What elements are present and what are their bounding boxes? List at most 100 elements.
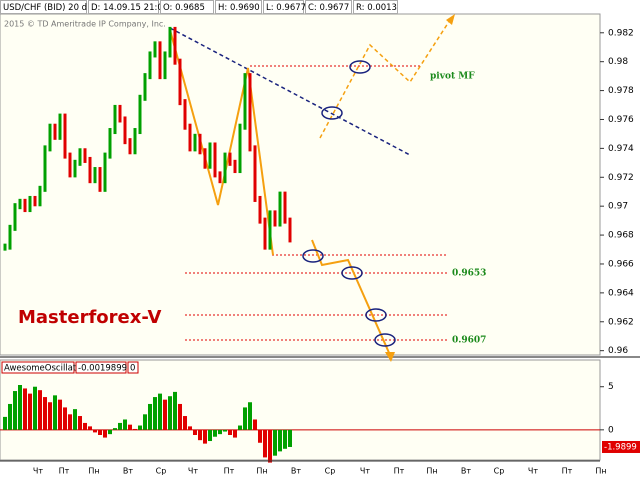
histogram-bar: [148, 403, 152, 430]
histogram-bar: [93, 429, 97, 433]
candle: [258, 195, 262, 224]
x-tick-label: Пн: [426, 467, 437, 476]
header-text: C: 0.9677: [308, 3, 349, 13]
candle: [73, 159, 77, 178]
y-tick-label: 0.966: [608, 259, 634, 269]
histogram-bar: [228, 429, 232, 435]
marker-ellipse: [365, 308, 387, 322]
y-tick-label: 0.968: [608, 231, 634, 241]
candle: [263, 217, 267, 250]
candle: [143, 73, 147, 101]
histogram-bar: [218, 429, 222, 435]
histogram-bar: [248, 402, 252, 430]
candle: [93, 167, 97, 184]
x-tick-label: Чт: [33, 467, 43, 476]
candle: [288, 217, 292, 243]
candle: [173, 26, 177, 65]
histogram-bar: [263, 429, 267, 458]
histogram-bar: [243, 407, 247, 430]
header-box: [215, 0, 262, 14]
annotation: 0.9653: [452, 269, 486, 279]
candle: [68, 152, 72, 178]
candle: [248, 73, 252, 152]
y-tick-label: 0.972: [608, 173, 634, 183]
candle: [103, 152, 107, 192]
legend-box: [1, 361, 75, 374]
marker-ellipse: [321, 106, 343, 120]
histogram-bar: [193, 429, 197, 435]
histogram-bar: [198, 429, 202, 441]
histogram-bar: [188, 426, 192, 430]
candle: [278, 191, 282, 227]
header-box: [263, 0, 304, 14]
current-value: -1.9899: [604, 442, 637, 452]
y-tick-label: 0.978: [608, 86, 634, 96]
candle: [123, 116, 127, 145]
histogram-bar: [183, 416, 187, 430]
histogram-bar: [23, 388, 27, 430]
candle: [233, 159, 237, 174]
header-text: D: 14.09.15 21:00: [91, 3, 168, 13]
x-tick-label: Пт: [394, 467, 405, 476]
x-tick-label: Чт: [528, 467, 538, 476]
candle: [158, 41, 162, 80]
histogram-bar: [18, 385, 22, 430]
forecast-up: [319, 19, 451, 139]
candle: [48, 123, 52, 152]
histogram-bar: [113, 428, 117, 430]
histogram-bar: [273, 429, 277, 456]
histogram-bar: [63, 407, 67, 430]
x-tick-label: Пн: [595, 467, 606, 476]
header-text: R: 0.0013: [356, 3, 397, 13]
histogram-bar: [8, 403, 12, 430]
y-tick-label: 0.98: [608, 57, 628, 67]
histogram-bar: [153, 397, 157, 430]
x-tick-label: Пт: [562, 467, 573, 476]
header-text: H: 0.9690: [218, 3, 260, 13]
x-tick-label: Вт: [123, 467, 133, 476]
candle: [28, 195, 32, 213]
header-text: L: 0.9677: [266, 3, 306, 13]
candle: [268, 210, 272, 250]
candle: [118, 104, 122, 123]
x-tick-label: Вт: [291, 467, 301, 476]
histogram-bar: [118, 422, 122, 430]
candle: [183, 99, 187, 130]
arrow-head: [385, 352, 395, 362]
histogram-bar: [78, 416, 82, 430]
legend-text: 0: [130, 364, 135, 374]
candle: [98, 167, 102, 192]
histogram-bar: [173, 391, 177, 430]
candle: [228, 152, 232, 166]
x-tick-label: Пт: [224, 467, 235, 476]
oscillator-panel: [0, 359, 601, 461]
candle: [13, 203, 17, 231]
y-tick-label: 5: [608, 382, 614, 392]
candle: [113, 104, 117, 135]
candle: [88, 156, 92, 184]
candle: [198, 133, 202, 155]
histogram-bar: [283, 429, 287, 449]
histogram-bar: [288, 429, 292, 447]
histogram-bar: [68, 414, 72, 430]
candle: [218, 171, 222, 184]
candle: [18, 198, 22, 210]
candle: [83, 148, 87, 163]
candle: [253, 145, 257, 202]
histogram-bar: [133, 428, 137, 430]
histogram-bar: [53, 395, 57, 430]
candle: [178, 58, 182, 106]
histogram-bar: [223, 429, 227, 432]
candle: [213, 142, 217, 178]
marker-ellipse: [341, 266, 363, 280]
histogram-bar: [203, 429, 207, 444]
candle: [3, 243, 7, 251]
candle: [273, 210, 277, 227]
histogram-bar: [83, 422, 87, 430]
candle: [108, 128, 112, 159]
histogram-bar: [143, 414, 147, 430]
x-tick-label: Ср: [325, 467, 336, 476]
candle: [148, 51, 152, 80]
legend-text: AwesomeOscillator: [4, 364, 85, 374]
candle: [283, 191, 287, 224]
